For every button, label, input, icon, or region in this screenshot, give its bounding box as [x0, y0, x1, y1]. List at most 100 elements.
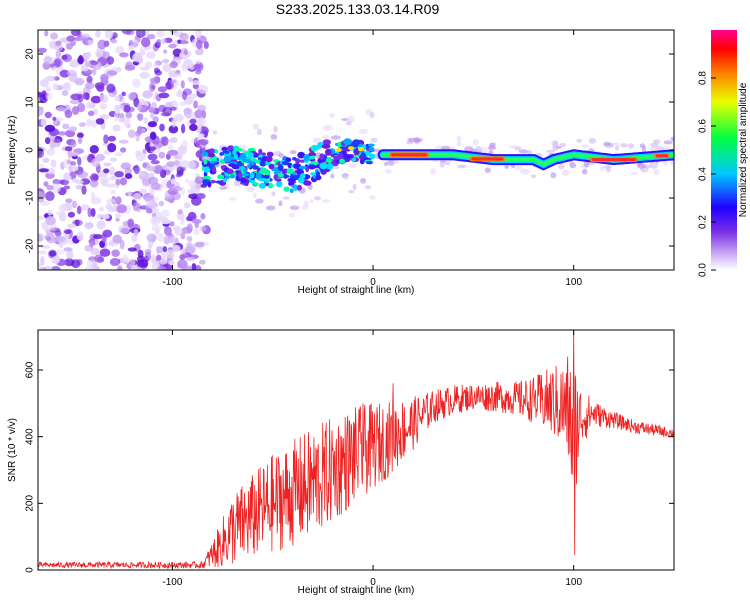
- spectrogram-noise-cell: [103, 134, 109, 144]
- spectrogram-noise-cell: [96, 220, 106, 230]
- spectrogram-noise-cell: [125, 111, 132, 119]
- spectrogram-noise-cell: [197, 84, 209, 94]
- spectrogram-noise-cell: [151, 76, 160, 85]
- spectrogram-noise-cell: [165, 101, 173, 108]
- spectrogram-ridge-cell: [277, 172, 284, 178]
- spectrogram-halo-cell: [653, 139, 661, 145]
- spectrogram-noise-cell: [68, 165, 73, 173]
- spectrogram-noise-cell: [38, 262, 42, 269]
- spectrogram-noise-cell: [59, 179, 70, 186]
- spectrogram-noise-cell: [116, 104, 125, 111]
- spectrogram-noise-cell: [96, 84, 105, 92]
- spectrogram-ridge-cell: [223, 155, 232, 163]
- spectrogram-halo-cell: [650, 146, 657, 152]
- snr-ytick-label: 600: [25, 361, 36, 378]
- spectrogram-halo-cell: [330, 173, 335, 179]
- spectrogram-noise-cell: [116, 204, 128, 214]
- spectrogram-ytick-label: 20: [25, 48, 36, 60]
- spectrogram-ridge-cell: [250, 160, 255, 166]
- spectrogram-noise-cell: [71, 200, 78, 209]
- spectrogram-noise-cell: [153, 196, 159, 201]
- spectrogram-noise-cell: [180, 186, 186, 196]
- spectrogram-noise-cell: [78, 122, 87, 127]
- spectrogram-noise-cell: [84, 39, 89, 45]
- spectrogram-noise-cell: [45, 236, 52, 241]
- spectrogram-halo-cell: [581, 168, 588, 175]
- spectrogram-noise-cell: [43, 181, 49, 187]
- spectrogram-ridge-cell: [263, 169, 271, 176]
- spectrogram-noise-cell: [179, 254, 186, 260]
- spectrogram-ridge-cell: [242, 168, 248, 173]
- spectrogram-halo-cell: [252, 123, 260, 130]
- spectrogram-halo-cell: [265, 205, 276, 211]
- spectrogram-halo-cell: [273, 125, 278, 133]
- spectrogram-noise-cell: [152, 206, 160, 214]
- spectrogram-ridge-cell: [252, 165, 259, 170]
- spectrogram-halo-cell: [627, 143, 635, 149]
- spectrogram-noise-cell: [146, 51, 156, 59]
- spectrogram-halo-cell: [278, 200, 283, 207]
- spectrogram-noise-cell: [163, 235, 171, 245]
- spectrogram-halo-cell: [360, 177, 367, 184]
- spectrogram-noise-cell: [186, 223, 193, 234]
- spectrogram-noise-cell: [75, 185, 83, 190]
- spectrogram-noise-cell: [149, 82, 156, 92]
- spectrogram-noise-cell: [148, 176, 159, 185]
- spectrogram-halo-cell: [344, 175, 349, 181]
- spectrogram-halo-cell: [252, 192, 257, 199]
- spectrogram-noise-cell: [162, 63, 172, 72]
- spectrogram-ridge-cell: [223, 150, 230, 154]
- spectrogram-ridge-cell: [245, 159, 251, 164]
- spectrogram-halo-cell: [288, 212, 296, 218]
- spectrogram-noise-cell: [81, 33, 90, 39]
- spectrogram-ridge-cell: [242, 173, 250, 176]
- spectrogram-noise-cell: [50, 141, 57, 149]
- spectrogram-noise-cell: [127, 92, 137, 101]
- spectrogram-noise-cell: [123, 105, 131, 113]
- spectrogram-ridge-cell: [226, 168, 234, 175]
- spectrogram-noise-cell: [195, 48, 204, 56]
- spectrogram-noise-cell: [137, 125, 143, 136]
- spectrogram-noise-cell: [44, 30, 49, 37]
- spectrogram-noise-cell: [61, 90, 69, 97]
- spectrogram-halo-cell: [559, 142, 567, 148]
- spectrogram-peak-cell: [358, 147, 365, 152]
- spectrogram-noise-cell: [203, 41, 209, 49]
- snr-frame: [37, 329, 675, 571]
- spectrogram-noise-cell: [42, 157, 50, 163]
- spectrogram-noise-cell: [119, 177, 127, 186]
- spectrogram-noise-cell: [181, 139, 188, 150]
- spectrogram-ytick-label: -20: [25, 238, 36, 253]
- spectrogram-noise-cell: [114, 152, 123, 157]
- spectrogram-noise-cell: [57, 131, 67, 136]
- spectrogram-noise-cell: [113, 112, 119, 122]
- spectrogram-noise-cell: [56, 106, 67, 112]
- spectrogram-ridge-cell: [203, 166, 210, 173]
- spectrogram-ridge-cell: [258, 148, 263, 156]
- spectrogram-noise-cell: [149, 131, 157, 140]
- spectrogram-noise-cell: [50, 32, 58, 40]
- spectrogram-ridge-cell: [368, 146, 375, 152]
- spectrogram-noise-cell: [70, 161, 77, 166]
- spectrogram-noise-cell: [103, 162, 112, 167]
- spectrogram-noise-cell: [139, 188, 147, 194]
- spectrogram-noise-cell: [64, 146, 73, 152]
- spectrogram-halo-cell: [569, 162, 577, 169]
- spectrogram-noise-cell: [99, 114, 110, 120]
- spectrogram-noise-cell: [80, 65, 89, 72]
- spectrogram-noise-cell: [157, 86, 167, 93]
- spectrogram-noise-cell: [98, 206, 105, 212]
- spectrogram-noise-cell: [137, 113, 144, 121]
- spectrogram-ridge-cell: [367, 143, 375, 147]
- spectrogram-noise-cell: [58, 203, 68, 213]
- spectrogram-noise-cell: [90, 60, 99, 66]
- spectrogram-ridge-cell: [219, 152, 224, 156]
- spectrogram-noise-cell: [161, 58, 170, 64]
- colorbar-tick-label: 0.4: [698, 167, 709, 181]
- snr-ytick-label: 0: [25, 567, 36, 573]
- spectrogram-ridge-cell: [319, 162, 328, 170]
- snr-ytick-label: 200: [25, 495, 36, 512]
- spectrogram-noise-cell: [63, 175, 72, 181]
- spectrogram-noise-cell: [179, 32, 189, 41]
- spectrogram-noise-cell: [186, 236, 193, 242]
